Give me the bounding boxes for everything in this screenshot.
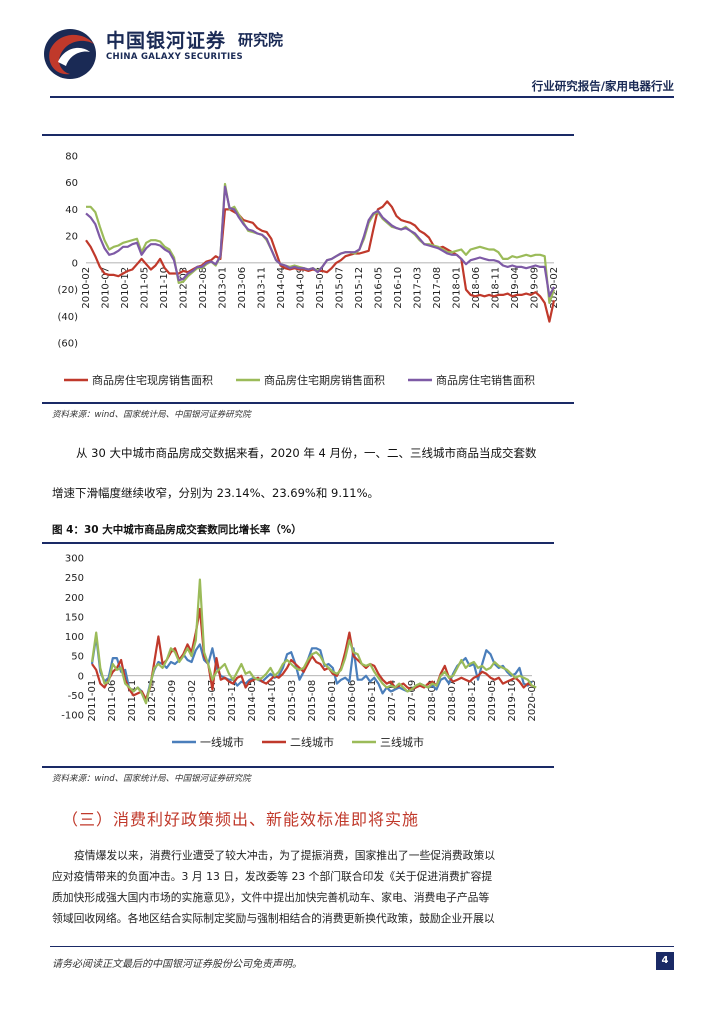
x-tick-label: 2016-11	[367, 680, 378, 722]
x-tick-label: 2013-12	[227, 680, 238, 722]
x-tick-label: 2015-12	[354, 267, 365, 309]
y-tick-label: 0	[72, 258, 78, 269]
y-tick-label: (60)	[57, 339, 78, 350]
y-tick-label: 250	[65, 573, 84, 584]
x-tick-label: 2015-03	[287, 680, 298, 722]
x-tick-label: 2016-01	[327, 680, 338, 722]
legend-label-2: 二线城市	[290, 735, 334, 749]
y-tick-label: (20)	[57, 285, 78, 296]
series-line-3	[90, 578, 537, 705]
x-tick-label: 2015-08	[307, 680, 318, 722]
y-tick-label: 80	[65, 152, 78, 163]
y-tick-label: 50	[71, 652, 84, 663]
x-tick-label: 2010-12	[120, 267, 131, 309]
legend-label-3: 三线城市	[380, 735, 424, 749]
x-tick-label: 2016-05	[374, 267, 385, 309]
company-logo: 中国银河证券 CHINA GALAXY SECURITIES 研究院	[40, 22, 340, 84]
x-tick-label: 2013-06	[237, 267, 248, 309]
y-tick-label: 60	[65, 178, 78, 189]
body-line-2: 应对疫情带来的负面冲击。3 月 13 日，发改委等 23 个部门联合印发《关于促…	[52, 870, 493, 883]
x-tick-label: 2018-01	[452, 267, 463, 309]
legend-label-2: 商品房住宅期房销售面积	[264, 373, 385, 387]
x-tick-label: 2015-02	[315, 267, 326, 309]
report-type: 行业研究报告/家用电器行业	[531, 79, 674, 93]
x-tick-label: 2011-05	[140, 267, 151, 309]
x-tick-label: 2011-10	[159, 267, 170, 309]
y-tick-label: 300	[65, 554, 84, 565]
x-tick-label: 2013-02	[187, 680, 198, 722]
x-tick-label: 2018-12	[467, 680, 478, 722]
chart2-top-rule	[42, 542, 554, 544]
x-tick-label: 2012-09	[167, 680, 178, 722]
x-tick-label: 2012-03	[179, 267, 190, 309]
legend-label-3: 商品房住宅销售面积	[436, 373, 535, 387]
y-tick-label: 40	[65, 205, 78, 216]
x-tick-label: 2018-02	[427, 680, 438, 722]
x-tick-label: 2019-09	[530, 267, 541, 309]
y-tick-label: 0	[78, 671, 84, 682]
paragraph1-line1: 从 30 大中城市商品房成交数据来看，2020 年 4 月份，一、二、三线城市商…	[76, 446, 537, 460]
x-tick-label: 2011-11	[127, 680, 138, 722]
x-tick-label: 2013-07	[207, 680, 218, 722]
x-tick-label: 2014-09	[296, 267, 307, 309]
x-tick-label: 2019-04	[510, 267, 521, 309]
footer-rule	[50, 946, 674, 947]
footer-disclaimer: 请务必阅读正文最后的中国银河证券股份公司免责声明。	[52, 959, 302, 970]
x-tick-label: 2010-07	[101, 267, 112, 309]
x-tick-label: 2019-10	[507, 680, 518, 722]
x-tick-label: 2012-08	[198, 267, 209, 309]
legend-label-1: 商品房住宅现房销售面积	[92, 373, 213, 387]
x-tick-label: 2018-07	[447, 680, 458, 722]
y-tick-label: 20	[65, 232, 78, 243]
series-line-3	[85, 185, 555, 298]
y-tick-label: -50	[68, 691, 84, 702]
y-tick-label: 100	[65, 632, 84, 643]
x-tick-label: 2014-05	[247, 680, 258, 722]
x-tick-label: 2018-11	[491, 267, 502, 309]
x-tick-label: 2014-04	[276, 267, 287, 309]
x-tick-label: 2013-11	[257, 267, 268, 309]
chart2-bottom-rule	[42, 766, 554, 768]
x-tick-label: 2019-05	[487, 680, 498, 722]
y-tick-label: 150	[65, 612, 84, 623]
x-tick-label: 2011-06	[107, 680, 118, 722]
galaxy-logo-icon	[44, 29, 96, 79]
chart1-top-rule	[42, 134, 574, 136]
legend-label-1: 一线城市	[200, 735, 244, 749]
chart1-line-chart: 80 60 40 20 0 (20) (40) (60) 2010-02 2010-07 2010-…	[57, 152, 560, 388]
chart2-line-chart: 300 250 200 150 100 50 0 -50 -100 2011-01 2011-06 2…	[61, 554, 538, 750]
x-tick-label: 2017-09	[407, 680, 418, 722]
x-tick-label: 2018-06	[471, 267, 482, 309]
x-tick-label: 2011-01	[87, 680, 98, 722]
x-tick-label: 2017-08	[432, 267, 443, 309]
header-rule	[50, 96, 674, 98]
chart2-title: 图 4：30 大中城市商品房成交套数同比增长率（%）	[52, 524, 302, 536]
y-tick-label: 200	[65, 593, 84, 604]
x-tick-label: 2017-04	[387, 680, 398, 722]
x-tick-label: 2016-06	[347, 680, 358, 722]
body-line-1: 疫情爆发以来，消费行业遭受了较大冲击，为了提振消费，国家推出了一些促消费政策以	[74, 849, 496, 862]
y-tick-label: (40)	[57, 312, 78, 323]
paragraph1-line2: 增速下滑幅度继续收窄，分别为 23.14%、23.69%和 9.11%。	[52, 486, 380, 500]
section-heading: （三）消费利好政策频出、新能效标准即将实施	[62, 810, 420, 829]
chart2-source: 资料来源：wind、国家统计局、中国银河证券研究院	[52, 774, 251, 784]
chart1-source: 资料来源：wind、国家统计局、中国银河证券研究院	[52, 410, 251, 420]
x-tick-label: 2012-04	[147, 680, 158, 722]
company-name-en: CHINA GALAXY SECURITIES	[106, 52, 243, 62]
body-line-4: 领域回收网络。各地区结合实际制定奖励与强制相结合的消费更新换代政策，鼓励企业开展…	[52, 912, 495, 925]
x-tick-label: 2013-01	[218, 267, 229, 309]
department-name: 研究院	[238, 31, 284, 49]
page-number: 4	[656, 952, 674, 970]
x-tick-label: 2017-03	[413, 267, 424, 309]
x-tick-label: 2020-03	[527, 680, 538, 722]
x-tick-label: 2010-02	[81, 267, 92, 309]
x-tick-label: 2015-07	[335, 267, 346, 309]
body-line-3: 质加快形成强大国内市场的实施意见》，文件中提出加快完善机动车、家电、消费电子产品…	[52, 891, 490, 904]
y-tick-label: -100	[61, 711, 84, 722]
x-tick-label: 2014-10	[267, 680, 278, 722]
company-name-cn: 中国银河证券	[106, 30, 227, 52]
chart1-bottom-rule	[42, 402, 574, 404]
x-tick-label: 2016-10	[393, 267, 404, 309]
